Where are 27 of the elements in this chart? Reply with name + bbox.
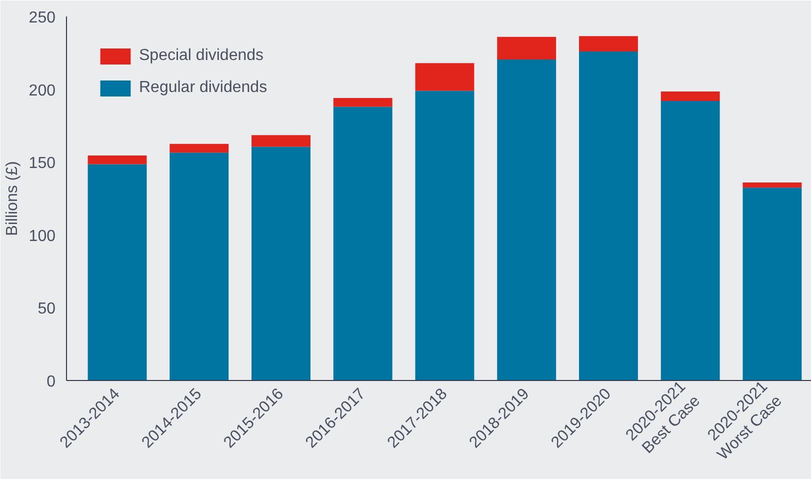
bar bbox=[252, 135, 310, 147]
y-tick-label: 250 bbox=[28, 10, 56, 26]
y-tick-label: 100 bbox=[28, 228, 56, 245]
legend-label: Special dividends bbox=[139, 47, 264, 65]
bar bbox=[170, 152, 229, 380]
y-tick-label: 150 bbox=[28, 155, 56, 172]
y-axis-title: Billions (£) bbox=[4, 161, 21, 236]
bar bbox=[497, 59, 556, 380]
bar bbox=[660, 91, 720, 101]
bar bbox=[497, 36, 556, 60]
legend-label: Regular dividends bbox=[139, 79, 268, 97]
bar bbox=[170, 144, 229, 153]
bar bbox=[252, 146, 310, 380]
bar bbox=[415, 63, 474, 91]
bar bbox=[415, 90, 474, 380]
bar bbox=[742, 182, 802, 188]
bar bbox=[88, 164, 147, 380]
bar bbox=[333, 98, 392, 107]
y-tick-label: 0 bbox=[46, 374, 56, 390]
y-tick-label: 200 bbox=[28, 82, 56, 100]
bar bbox=[88, 156, 147, 164]
bar bbox=[578, 36, 638, 52]
bar bbox=[742, 188, 802, 380]
y-tick-label: 50 bbox=[38, 300, 56, 318]
bar bbox=[660, 100, 720, 380]
bar bbox=[578, 51, 638, 380]
bar bbox=[333, 106, 392, 380]
